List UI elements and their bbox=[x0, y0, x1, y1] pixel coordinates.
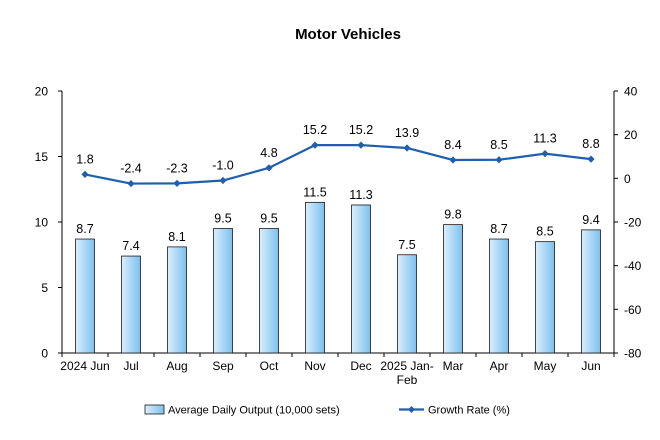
bar-value-label: 9.8 bbox=[444, 208, 461, 222]
bar bbox=[443, 224, 463, 354]
bar bbox=[167, 246, 187, 354]
bar bbox=[121, 255, 141, 354]
bar bbox=[351, 204, 371, 354]
growth-rate-label: 8.4 bbox=[444, 138, 461, 152]
bar bbox=[213, 228, 233, 354]
growth-rate-label: 8.8 bbox=[582, 137, 599, 151]
growth-rate-label: 8.5 bbox=[490, 138, 507, 152]
x-tick-label-line: 2025 Jan- bbox=[380, 359, 433, 373]
right-tick-label: -20 bbox=[624, 216, 642, 230]
data-labels-group: 8.7 7.4 8.1 9.5 9.5 11.5 11.3 7.5 9.8 8.7 8.5 9.4 1.… bbox=[76, 123, 599, 253]
growth-rate-marker bbox=[173, 179, 181, 187]
growth-rate-marker bbox=[403, 144, 411, 152]
legend-bar-label: Average Daily Output (10,000 sets) bbox=[168, 405, 340, 417]
bar-value-label: 8.7 bbox=[490, 222, 507, 236]
bar bbox=[259, 228, 279, 354]
right-tick-label: -40 bbox=[624, 259, 642, 273]
growth-rate-marker bbox=[449, 156, 457, 164]
growth-rate-label: -2.3 bbox=[166, 161, 188, 175]
right-tick-label: -80 bbox=[624, 347, 642, 361]
left-tick-label: 20 bbox=[35, 85, 49, 99]
growth-rate-marker bbox=[219, 176, 227, 185]
bar-value-label: 8.1 bbox=[168, 230, 185, 244]
x-tick-label: Dec bbox=[350, 359, 371, 373]
x-tick-label: 2024 Jun bbox=[60, 359, 109, 373]
bar-value-label: 9.5 bbox=[260, 212, 277, 226]
growth-rate-marker bbox=[357, 141, 365, 149]
growth-rate-marker bbox=[81, 170, 89, 179]
x-tick-label: Mar bbox=[443, 359, 464, 373]
bar-value-label: 7.5 bbox=[398, 238, 415, 252]
growth-rate-label: 15.2 bbox=[349, 123, 373, 137]
x-tick-label: Jun bbox=[581, 359, 600, 373]
bar bbox=[581, 229, 601, 354]
growth-rate-marker bbox=[127, 179, 135, 188]
bar bbox=[75, 238, 95, 354]
x-tick-label: Aug bbox=[166, 359, 187, 373]
x-tick-labels-group: 2024 Jun Jul Aug Sep Oct Nov Dec 2025 Jan-Feb Ma… bbox=[60, 359, 600, 387]
bar-value-label: 11.3 bbox=[349, 188, 372, 202]
bar bbox=[305, 201, 325, 354]
bar bbox=[535, 241, 555, 354]
x-tick-label-line: Feb bbox=[397, 373, 418, 387]
bar bbox=[489, 238, 509, 354]
growth-rate-label: -1.0 bbox=[212, 159, 234, 173]
growth-rate-marker bbox=[311, 141, 319, 149]
x-tick-label: Jul bbox=[123, 359, 138, 373]
x-tick-label: Apr bbox=[490, 359, 509, 373]
growth-rate-line bbox=[84, 144, 592, 185]
growth-rate-label: -2.4 bbox=[120, 162, 142, 176]
growth-rate-label: 1.8 bbox=[76, 152, 93, 166]
bar-value-label: 8.5 bbox=[536, 225, 553, 239]
legend-line-label: Growth Rate (%) bbox=[428, 405, 510, 417]
bar-value-label: 8.7 bbox=[76, 222, 93, 236]
left-tick-label: 15 bbox=[35, 150, 49, 164]
growth-rate-label: 13.9 bbox=[395, 126, 419, 140]
right-tick-label: -60 bbox=[624, 303, 642, 317]
growth-rate-label: 4.8 bbox=[260, 146, 277, 160]
growth-rate-marker bbox=[495, 156, 503, 164]
growth-line-group bbox=[81, 141, 595, 188]
left-tick-label: 5 bbox=[41, 281, 48, 295]
x-tick-label: Nov bbox=[304, 359, 325, 373]
bar-value-label: 9.4 bbox=[582, 213, 599, 227]
left-tick-label: 10 bbox=[35, 216, 49, 230]
growth-rate-label: 15.2 bbox=[303, 123, 327, 137]
left-tick-label: 0 bbox=[41, 347, 48, 361]
axes: 0 5 10 15 20 -80 -60 -40 -20 0 20 40 bbox=[35, 85, 642, 361]
legend-bar-swatch bbox=[144, 404, 165, 415]
x-tick-label: May bbox=[534, 359, 557, 373]
bars-group bbox=[75, 201, 601, 354]
x-tick-label: 2025 Jan-Feb bbox=[380, 359, 433, 387]
growth-rate-marker bbox=[265, 164, 273, 172]
right-tick-label: 0 bbox=[624, 172, 631, 186]
growth-rate-marker bbox=[587, 155, 595, 163]
bar-value-label: 9.5 bbox=[214, 212, 231, 226]
growth-rate-marker bbox=[541, 150, 549, 158]
chart-title: Motor Vehicles bbox=[295, 26, 401, 43]
bar-value-label: 11.5 bbox=[303, 185, 326, 199]
bar bbox=[397, 254, 417, 354]
right-tick-label: 40 bbox=[624, 85, 638, 99]
x-tick-label: Oct bbox=[260, 359, 279, 373]
legend: Average Daily Output (10,000 sets) Growth… bbox=[144, 404, 510, 417]
legend-line-marker bbox=[408, 406, 415, 413]
growth-rate-label: 11.3 bbox=[533, 132, 556, 146]
x-tick-label: Sep bbox=[212, 359, 234, 373]
bar-value-label: 7.4 bbox=[122, 239, 139, 253]
right-tick-label: 20 bbox=[624, 128, 638, 142]
